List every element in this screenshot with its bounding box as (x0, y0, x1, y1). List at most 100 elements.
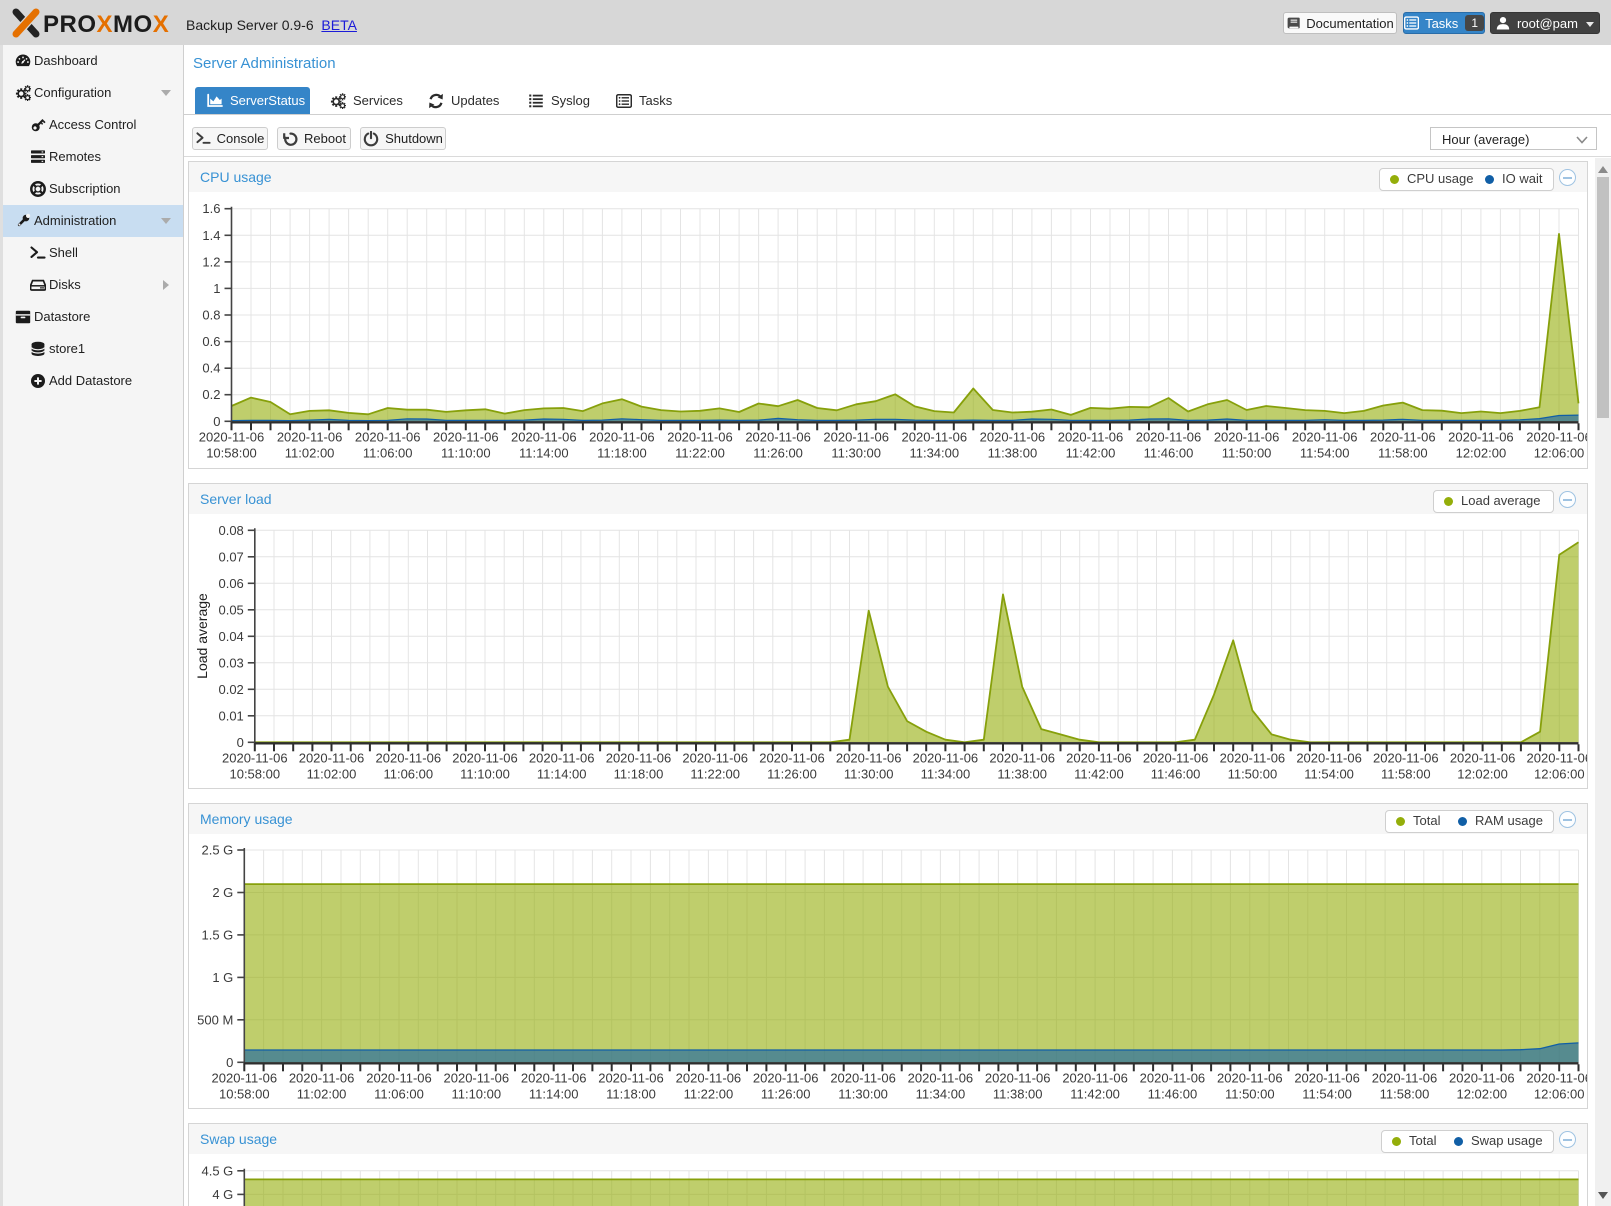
svg-text:11:42:00: 11:42:00 (1066, 445, 1116, 460)
svg-text:12:02:00: 12:02:00 (1457, 766, 1508, 781)
svg-text:2020-11-06: 2020-11-06 (444, 1070, 510, 1085)
svg-text:11:54:00: 11:54:00 (1304, 766, 1354, 781)
svg-text:0.01: 0.01 (218, 708, 243, 723)
svg-text:11:30:00: 11:30:00 (844, 766, 894, 781)
svg-text:2020-11-06: 2020-11-06 (376, 750, 442, 765)
svg-text:11:38:00: 11:38:00 (997, 766, 1047, 781)
svg-text:2020-11-06: 2020-11-06 (1370, 429, 1436, 444)
svg-text:2020-11-06: 2020-11-06 (277, 429, 343, 444)
svg-text:2020-11-06: 2020-11-06 (913, 750, 979, 765)
svg-text:2020-11-06: 2020-11-06 (745, 429, 811, 444)
svg-text:2020-11-06: 2020-11-06 (299, 750, 365, 765)
svg-text:2020-11-06: 2020-11-06 (836, 750, 902, 765)
svg-text:2020-11-06: 2020-11-06 (1526, 1070, 1587, 1085)
svg-text:0: 0 (213, 414, 220, 429)
svg-text:2020-11-06: 2020-11-06 (759, 750, 825, 765)
svg-text:2020-11-06: 2020-11-06 (1526, 429, 1587, 444)
svg-text:2020-11-06: 2020-11-06 (985, 1070, 1051, 1085)
svg-text:0.07: 0.07 (218, 549, 243, 564)
svg-text:2020-11-06: 2020-11-06 (667, 429, 733, 444)
svg-text:11:22:00: 11:22:00 (690, 766, 740, 781)
svg-text:2020-11-06: 2020-11-06 (1136, 429, 1202, 444)
svg-text:0.02: 0.02 (218, 682, 243, 697)
svg-text:1.5 G: 1.5 G (202, 927, 234, 942)
svg-text:2020-11-06: 2020-11-06 (676, 1070, 742, 1085)
svg-text:4 G: 4 G (212, 1187, 233, 1202)
svg-text:2020-11-06: 2020-11-06 (452, 750, 518, 765)
svg-text:11:42:00: 11:42:00 (1074, 766, 1124, 781)
svg-text:2020-11-06: 2020-11-06 (1214, 429, 1280, 444)
svg-text:2020-11-06: 2020-11-06 (1373, 750, 1439, 765)
svg-text:11:46:00: 11:46:00 (1148, 1086, 1198, 1101)
svg-text:1.2: 1.2 (202, 254, 220, 269)
svg-text:11:06:00: 11:06:00 (383, 766, 433, 781)
svg-text:2020-11-06: 2020-11-06 (222, 750, 288, 765)
svg-text:10:58:00: 10:58:00 (219, 1086, 270, 1101)
svg-text:11:02:00: 11:02:00 (285, 445, 335, 460)
svg-text:2020-11-06: 2020-11-06 (908, 1070, 974, 1085)
svg-text:11:26:00: 11:26:00 (761, 1086, 811, 1101)
svg-text:11:18:00: 11:18:00 (606, 1086, 656, 1101)
svg-text:11:50:00: 11:50:00 (1222, 445, 1272, 460)
svg-text:11:30:00: 11:30:00 (838, 1086, 888, 1101)
svg-text:1: 1 (213, 281, 220, 296)
svg-text:1.6: 1.6 (202, 201, 220, 216)
svg-text:500 M: 500 M (197, 1012, 233, 1027)
svg-text:1.4: 1.4 (202, 228, 220, 243)
svg-text:0.8: 0.8 (202, 308, 220, 323)
svg-text:11:06:00: 11:06:00 (374, 1086, 424, 1101)
svg-text:12:02:00: 12:02:00 (1456, 1086, 1507, 1101)
svg-text:2020-11-06: 2020-11-06 (355, 429, 421, 444)
svg-text:2020-11-06: 2020-11-06 (1143, 750, 1209, 765)
svg-text:12:06:00: 12:06:00 (1534, 766, 1585, 781)
svg-text:2020-11-06: 2020-11-06 (1292, 429, 1358, 444)
svg-text:2020-11-06: 2020-11-06 (902, 429, 968, 444)
svg-text:11:22:00: 11:22:00 (684, 1086, 734, 1101)
svg-text:11:34:00: 11:34:00 (916, 1086, 966, 1101)
svg-text:2 G: 2 G (212, 885, 233, 900)
svg-text:1 G: 1 G (212, 970, 233, 985)
svg-text:2020-11-06: 2020-11-06 (753, 1070, 819, 1085)
svg-text:11:14:00: 11:14:00 (537, 766, 587, 781)
svg-text:11:14:00: 11:14:00 (529, 1086, 579, 1101)
svg-text:11:54:00: 11:54:00 (1300, 445, 1350, 460)
svg-text:12:06:00: 12:06:00 (1534, 1086, 1585, 1101)
svg-text:0: 0 (226, 1055, 233, 1070)
svg-text:11:26:00: 11:26:00 (767, 766, 817, 781)
svg-text:11:38:00: 11:38:00 (993, 1086, 1043, 1101)
svg-text:10:58:00: 10:58:00 (206, 445, 257, 460)
svg-text:0.05: 0.05 (218, 602, 243, 617)
svg-text:2020-11-06: 2020-11-06 (1140, 1070, 1206, 1085)
svg-text:2020-11-06: 2020-11-06 (212, 1070, 278, 1085)
svg-text:2020-11-06: 2020-11-06 (1220, 750, 1286, 765)
svg-text:2020-11-06: 2020-11-06 (433, 429, 499, 444)
svg-text:11:34:00: 11:34:00 (921, 766, 971, 781)
svg-text:11:26:00: 11:26:00 (753, 445, 803, 460)
svg-text:2.5 G: 2.5 G (202, 843, 234, 858)
svg-text:2020-11-06: 2020-11-06 (1450, 750, 1516, 765)
svg-text:2020-11-06: 2020-11-06 (1294, 1070, 1360, 1085)
svg-text:11:18:00: 11:18:00 (597, 445, 647, 460)
svg-text:11:14:00: 11:14:00 (519, 445, 569, 460)
svg-text:12:02:00: 12:02:00 (1456, 445, 1507, 460)
svg-text:2020-11-06: 2020-11-06 (980, 429, 1046, 444)
svg-text:2020-11-06: 2020-11-06 (589, 429, 655, 444)
svg-text:11:34:00: 11:34:00 (909, 445, 959, 460)
svg-text:10:58:00: 10:58:00 (229, 766, 280, 781)
svg-text:2020-11-06: 2020-11-06 (1449, 1070, 1515, 1085)
svg-text:11:18:00: 11:18:00 (614, 766, 664, 781)
svg-text:12:06:00: 12:06:00 (1534, 445, 1585, 460)
svg-text:0.04: 0.04 (218, 629, 243, 644)
svg-text:0.08: 0.08 (218, 523, 243, 538)
svg-text:11:10:00: 11:10:00 (451, 1086, 501, 1101)
svg-text:2020-11-06: 2020-11-06 (606, 750, 672, 765)
svg-text:2020-11-06: 2020-11-06 (199, 429, 265, 444)
svg-text:11:02:00: 11:02:00 (307, 766, 357, 781)
svg-text:0: 0 (237, 735, 244, 750)
svg-text:2020-11-06: 2020-11-06 (521, 1070, 587, 1085)
svg-text:2020-11-06: 2020-11-06 (1058, 429, 1124, 444)
svg-text:11:58:00: 11:58:00 (1380, 1086, 1430, 1101)
svg-text:11:50:00: 11:50:00 (1228, 766, 1278, 781)
svg-text:11:46:00: 11:46:00 (1144, 445, 1194, 460)
svg-text:11:38:00: 11:38:00 (988, 445, 1038, 460)
